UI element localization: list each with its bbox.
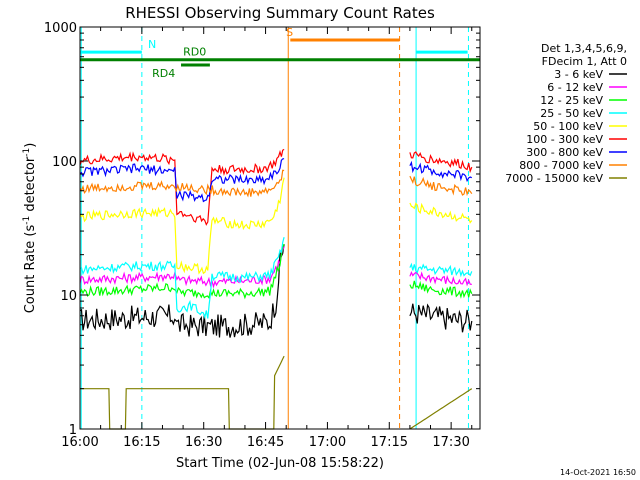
legend-label-12-25-kev: 12 - 25 keV	[540, 94, 603, 107]
legend-label-25-50-kev: 25 - 50 keV	[540, 107, 603, 120]
legend-label-300-800-kev: 300 - 800 keV	[526, 146, 603, 159]
timestamp: 14-Oct-2021 16:50	[560, 468, 636, 477]
series-line-50-100-kev-0	[79, 177, 285, 275]
y-tick-label: 1000	[44, 21, 77, 36]
series-line-25-50-kev-0	[79, 237, 285, 320]
series-line-3-6-kev-1	[409, 303, 473, 333]
legend-label-800-7000-kev: 800 - 7000 keV	[519, 159, 603, 172]
y-axis-label-sup1: -1	[22, 216, 32, 225]
x-tick-label: 16:15	[123, 435, 160, 450]
series-line-50-100-kev-1	[409, 202, 473, 224]
series-line-25-50-kev-1	[409, 262, 473, 278]
state-bar-label-s: S	[286, 26, 293, 39]
chart-title: RHESSI Observing Summary Count Rates	[125, 4, 435, 22]
series-line-800-7000-kev-0	[79, 169, 285, 198]
legend-header-line-1: Det 1,3,4,5,6,9,	[541, 42, 627, 55]
marker-lines-layer	[80, 27, 469, 429]
y-axis-label-main: Count Rate (s	[23, 225, 38, 314]
state-bars-layer: N S RD0 RD4	[80, 26, 480, 80]
series-line-300-800-kev-1	[409, 160, 473, 183]
series-layer	[79, 148, 473, 430]
y-axis-label-sup2: -1	[22, 148, 32, 157]
x-tick-label: 16:30	[185, 435, 222, 450]
series-line-6-12-kev-0	[79, 246, 285, 289]
series-line-12-25-kev-1	[409, 280, 473, 299]
legend-label-50-100-kev: 50 - 100 keV	[533, 120, 603, 133]
series-line-300-800-kev-0	[79, 158, 285, 203]
plot-frame	[79, 26, 481, 430]
legend: Det 1,3,4,5,6,9, FDecim 1, Att 0 3 - 6 k…	[505, 42, 627, 185]
legend-label-100-300-kev: 100 - 300 keV	[526, 133, 603, 146]
x-tick-label: 17:30	[432, 435, 469, 450]
x-tick-label: 16:45	[247, 435, 284, 450]
x-tick-label: 16:00	[61, 435, 98, 450]
legend-header-line-2: FDecim 1, Att 0	[542, 55, 627, 68]
state-bar-label-rd4: RD4	[152, 67, 175, 80]
axes-layer: 16:00 16:15 16:30 16:45 17:00 17:15 17:30 1 10 10…	[44, 21, 480, 450]
series-line-100-300-kev-0	[79, 148, 285, 226]
series-line-7000-15000-kev-0	[80, 355, 285, 430]
x-tick-label: 17:00	[309, 435, 346, 450]
series-line-800-7000-kev-1	[409, 175, 473, 197]
series-line-6-12-kev-1	[409, 270, 472, 287]
state-bar-label-rd0: RD0	[183, 46, 206, 59]
y-tick-label: 10	[60, 289, 77, 304]
state-bar-label-n: N	[148, 38, 156, 51]
legend-label-7000-15000-kev: 7000 - 15000 keV	[505, 172, 603, 185]
legend-label-6-12-kev: 6 - 12 keV	[547, 81, 603, 94]
series-line-12-25-kev-0	[79, 243, 285, 300]
legend-label-3-6-kev: 3 - 6 keV	[554, 68, 603, 81]
y-tick-label: 100	[52, 155, 77, 170]
series-line-100-300-kev-1	[409, 151, 473, 174]
x-axis-label: Start Time (02-Jun-08 15:58:22)	[176, 456, 384, 471]
y-axis-label-end: )	[23, 143, 38, 148]
y-axis-label: Count Rate (s-1 detector-1)	[22, 143, 38, 314]
series-line-7000-15000-kev-1	[409, 388, 473, 430]
y-tick-label: 1	[69, 423, 77, 438]
series-line-3-6-kev-0	[79, 244, 285, 338]
y-axis-label-mid: detector	[23, 156, 38, 216]
x-tick-label: 17:15	[371, 435, 408, 450]
